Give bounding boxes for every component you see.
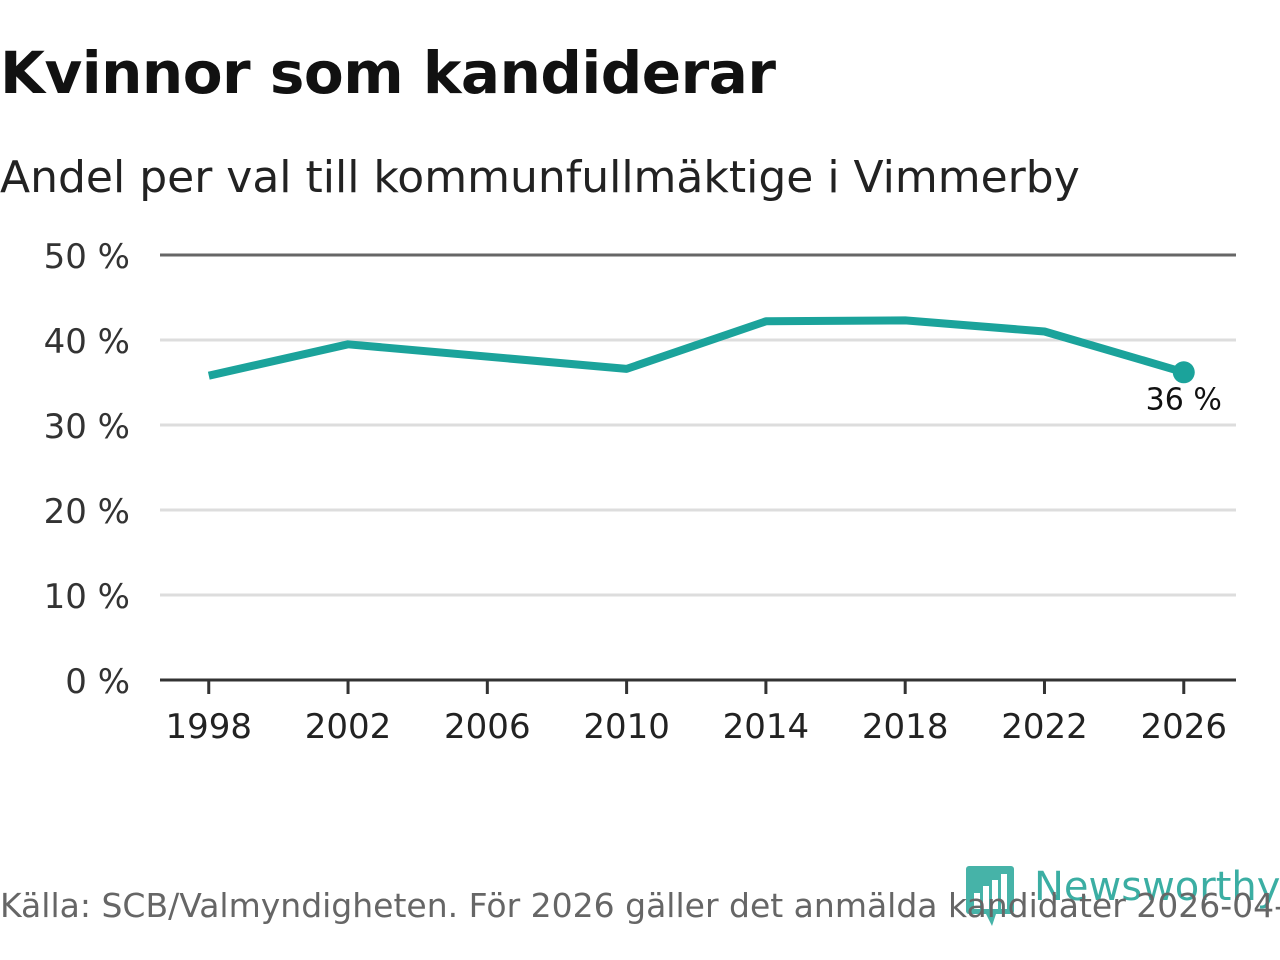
x-tick-label: 2014 bbox=[723, 707, 810, 747]
series-line bbox=[207, 316, 1185, 380]
axes bbox=[160, 678, 1236, 694]
source-note: Källa: SCB/Valmyndigheten. För 2026 gäll… bbox=[0, 886, 1280, 925]
y-tick-label: 30 % bbox=[44, 407, 130, 447]
y-tick-label: 20 % bbox=[44, 492, 130, 532]
end-point-marker bbox=[1172, 361, 1195, 384]
x-tick-label: 2006 bbox=[444, 707, 531, 747]
x-tick-label: 2026 bbox=[1141, 707, 1228, 747]
newsworthy-logo-icon bbox=[966, 866, 1014, 926]
y-tick-label: 0 % bbox=[65, 662, 130, 702]
x-tick-label: 1998 bbox=[165, 707, 252, 747]
y-tick-label: 40 % bbox=[44, 322, 130, 362]
chart-title: Kvinnor som kandiderar bbox=[0, 39, 776, 107]
series bbox=[207, 316, 1195, 384]
chart-subtitle: Andel per val till kommunfullmäktige i V… bbox=[0, 152, 1080, 203]
grid-lines bbox=[160, 253, 1236, 597]
x-tick-label: 2022 bbox=[1001, 707, 1088, 747]
y-tick-label: 10 % bbox=[44, 577, 130, 617]
labels: 0 % 10 % 20 % 30 % 40 % 50 % 1998 2002 2006 2010 2… bbox=[44, 237, 1227, 747]
y-tick-label: 50 % bbox=[44, 237, 130, 277]
newsworthy-logo-text: Newsworthy bbox=[1034, 864, 1280, 910]
x-tick-label: 2002 bbox=[305, 707, 392, 747]
x-tick-label: 2010 bbox=[583, 707, 670, 747]
x-tick-label: 2018 bbox=[862, 707, 949, 747]
end-value-label: 36 % bbox=[1146, 382, 1222, 417]
newsworthy-logo bbox=[966, 866, 1014, 926]
